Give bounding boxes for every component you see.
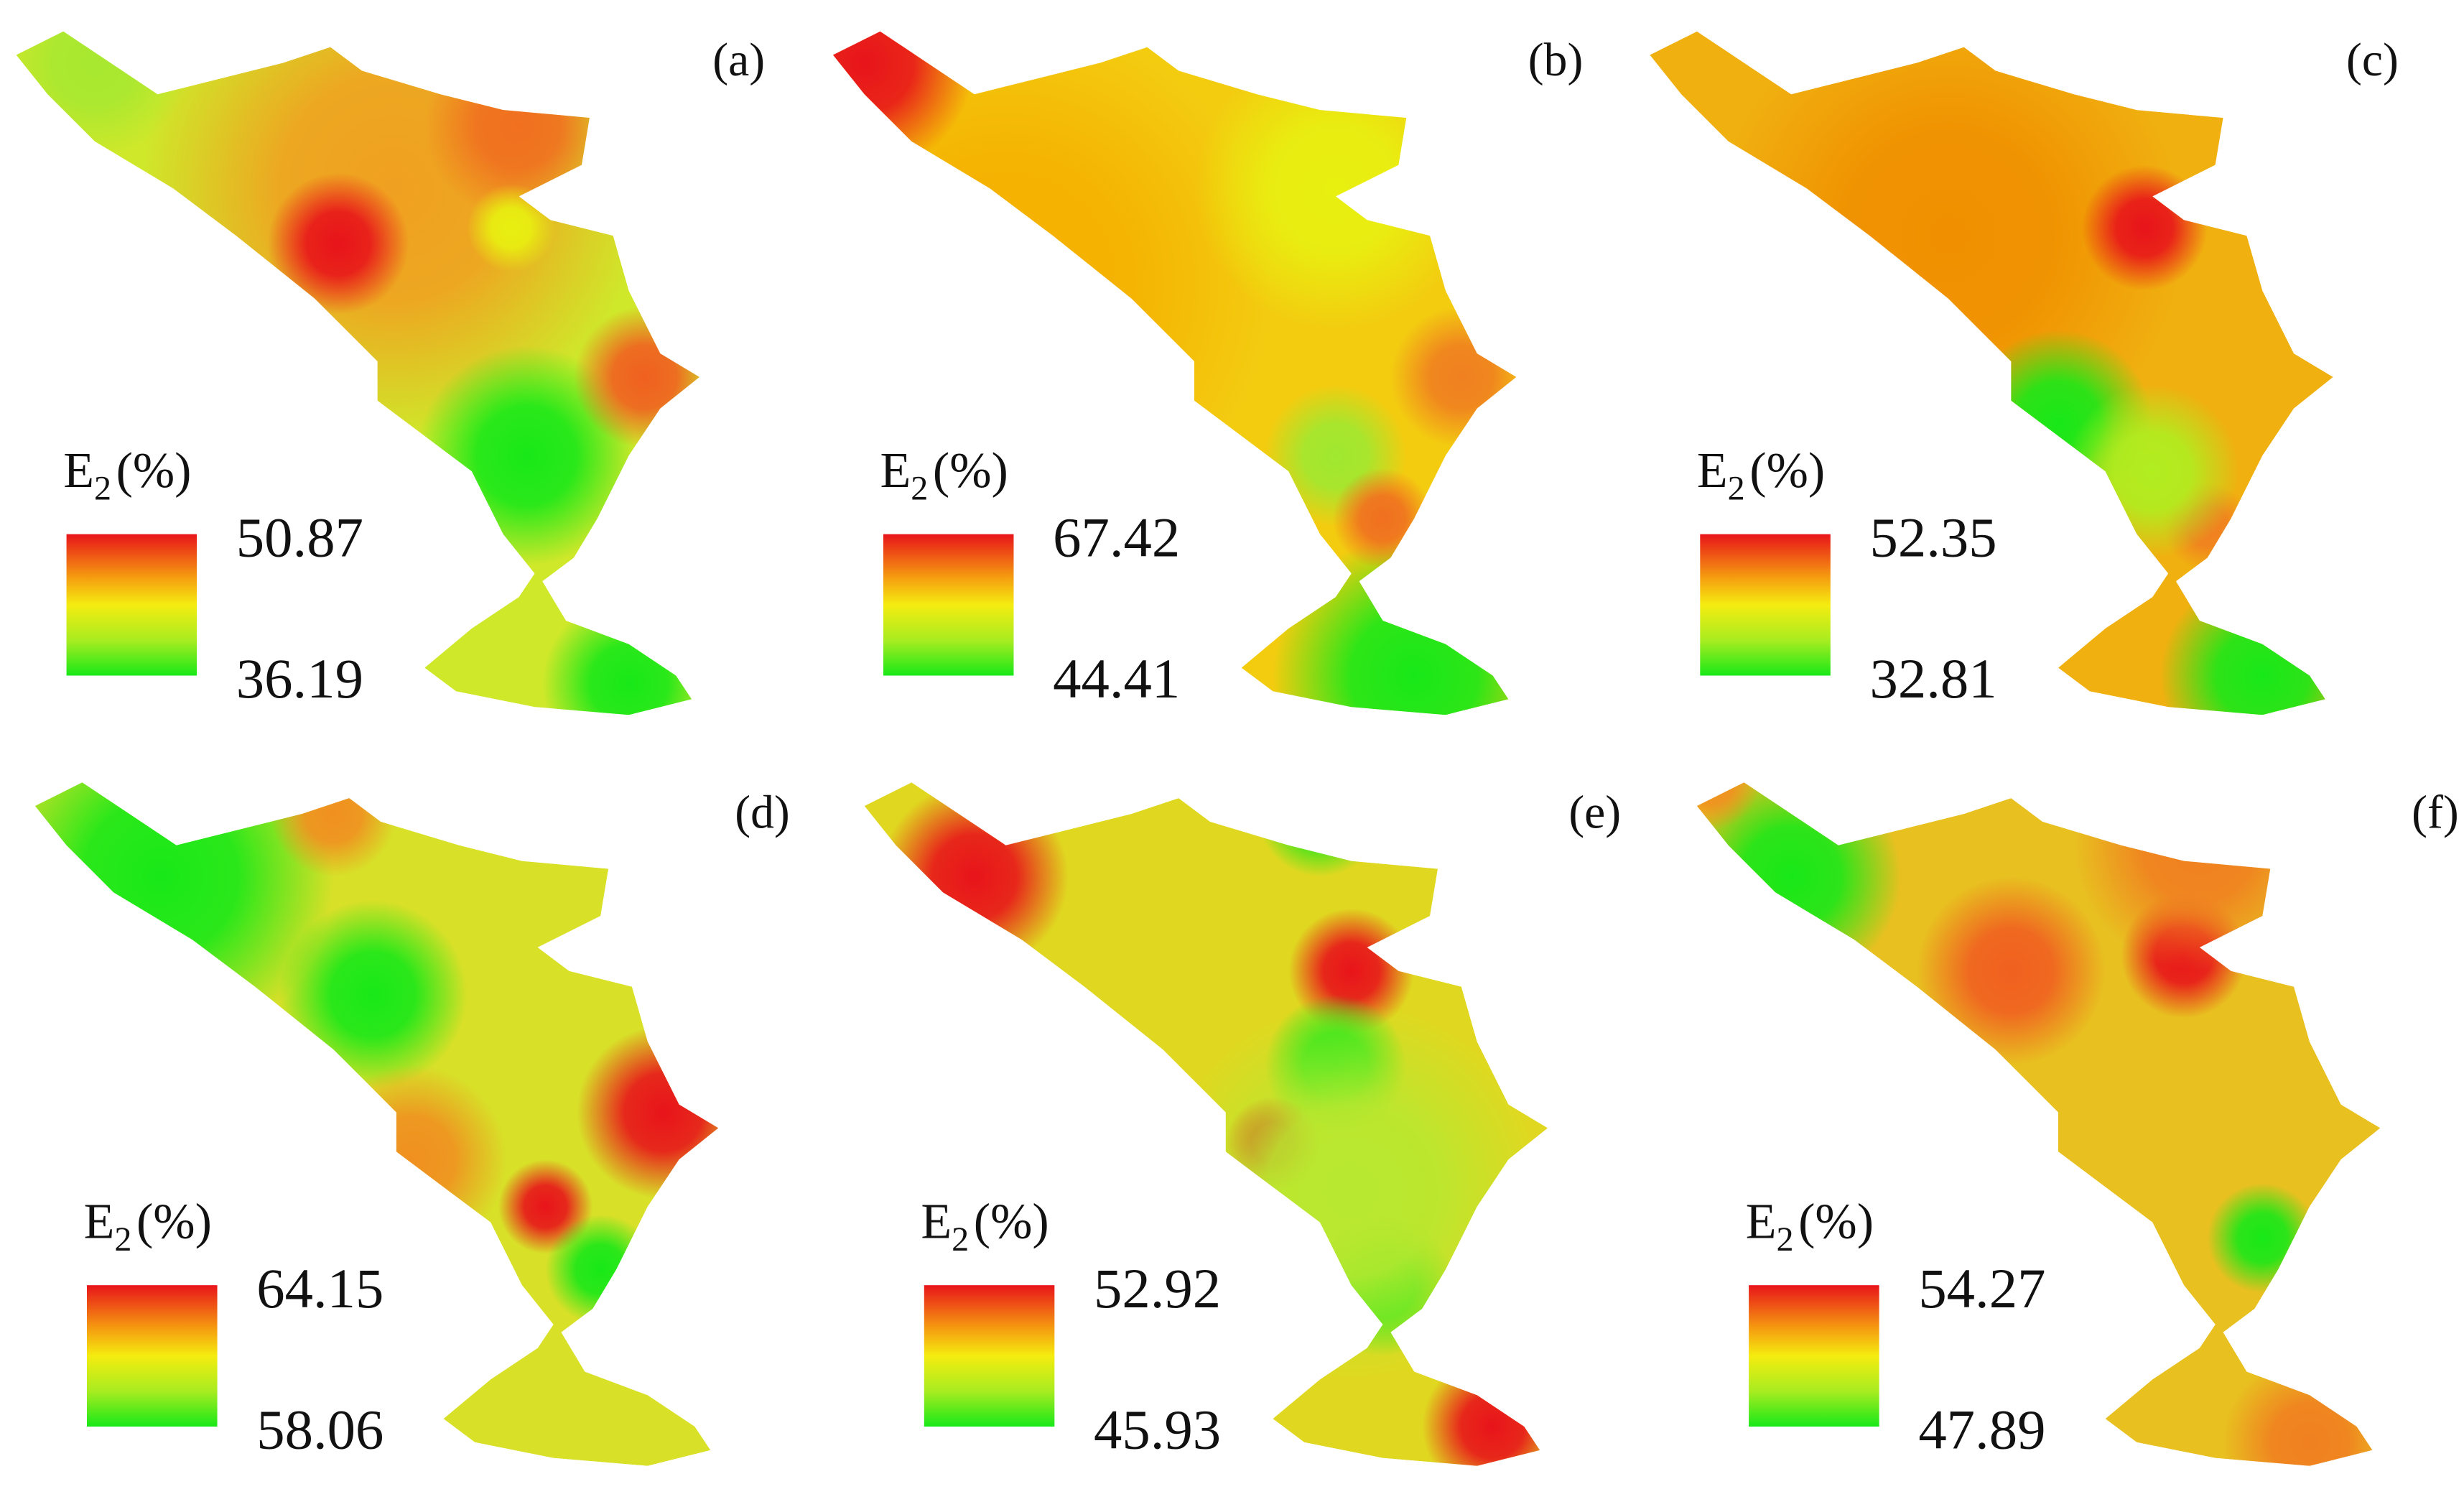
hotspot [1696,782,1760,830]
legend-title-unit: (%) [116,443,192,499]
hotspot [2207,1182,2317,1294]
panel-label: (e) [1568,787,1621,839]
legend-title: E2 (%) [1746,1195,1874,1258]
legend-max: 52.35 [1870,506,1997,569]
legend-min: 58.06 [256,1399,383,1462]
legend-title: E2 (%) [84,1195,212,1258]
legend-title-unit: (%) [1798,1195,1874,1250]
legend-colorbar [66,534,197,676]
hotspot [1163,1002,1540,1380]
hotspot [267,172,409,315]
legend-title-main: E [84,1195,115,1250]
legend-title-subscript: 2 [952,1220,969,1258]
hotspot [1194,47,1477,330]
hotspot [1390,306,1517,448]
hotspot [545,1214,656,1325]
legend-title-main: E [880,443,911,499]
legend-title-main: E [921,1195,952,1250]
hotspot [1917,876,2106,1065]
panel-label: (b) [1528,34,1584,86]
legend-title-subscript: 2 [1776,1220,1793,1258]
legend-title-subscript: 2 [1728,470,1745,508]
hotspot [2081,164,2208,291]
legend-title-unit: (%) [974,1195,1049,1250]
legend-title-unit: (%) [1749,443,1825,499]
hotspot [317,1065,506,1254]
hotspot [2160,573,2333,715]
legend-title-unit: (%) [136,1195,212,1250]
legend-title-unit: (%) [933,443,1008,499]
hotspot [1422,1355,1548,1466]
panel-label: (c) [2346,34,2399,86]
legend-min: 36.19 [236,648,363,710]
hotspot [1257,782,1383,877]
panel-label: (f) [2412,787,2459,839]
legend-title-subscript: 2 [94,470,111,508]
legend-min: 47.89 [1918,1399,2045,1462]
legend-max: 52.92 [1094,1258,1221,1320]
legend-title-main: E [63,443,94,499]
legend-max: 54.27 [1918,1258,2045,1320]
legend-colorbar [1749,1285,1879,1427]
legend-max: 64.15 [256,1258,383,1320]
legend-title: E2 (%) [1697,443,1825,507]
legend-title-subscript: 2 [911,470,928,508]
panel-label: (a) [712,34,765,86]
legend-title: E2 (%) [921,1195,1049,1258]
legend-title: E2 (%) [880,443,1008,507]
hotspot [278,900,468,1089]
hotspot [577,1026,719,1199]
legend-title-main: E [1697,443,1728,499]
legend-min: 45.93 [1094,1399,1221,1462]
legend-colorbar [883,534,1014,676]
hotspot [2073,782,2325,971]
hotspot [1332,468,1433,569]
legend-colorbar [924,1285,1055,1427]
hotspot [467,183,555,272]
hotspot [832,31,975,173]
legend-min: 32.81 [1870,648,1997,710]
hotspot [542,597,700,715]
hotspot [270,782,396,877]
legend-title: E2 (%) [63,443,191,507]
hotspot [880,782,1069,971]
legend-max: 50.87 [236,506,363,569]
legend-title-subscript: 2 [114,1220,131,1258]
legend-colorbar [87,1285,218,1427]
hotspot [2065,384,2239,558]
legend-min: 44.41 [1053,648,1180,710]
panel-label: (d) [735,787,790,839]
legend-colorbar [1700,534,1831,676]
hotspot [574,306,700,448]
legend-title-main: E [1746,1195,1777,1250]
hotspot [1273,534,1517,715]
legend-max: 67.42 [1053,506,1180,569]
